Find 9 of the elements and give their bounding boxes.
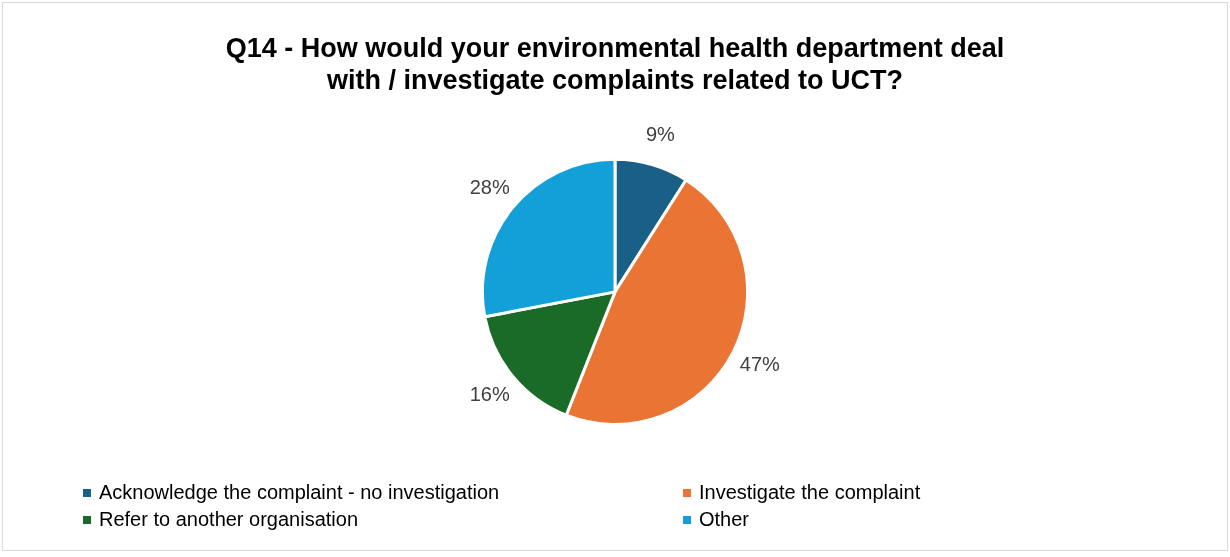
- data-label: 9%: [645, 123, 676, 146]
- legend-label: Investigate the complaint: [699, 481, 921, 504]
- legend-label: Acknowledge the complaint - no investigation: [99, 481, 500, 504]
- chart-title: Q14 - How would your environmental health department deal with / investigate complaints related to UCT?: [225, 32, 1005, 96]
- data-label: 47%: [739, 353, 781, 376]
- legend-label: Refer to another organisation: [99, 508, 359, 531]
- legend-label: Other: [699, 508, 750, 531]
- data-label: 28%: [469, 175, 510, 198]
- data-label: 16%: [469, 383, 510, 406]
